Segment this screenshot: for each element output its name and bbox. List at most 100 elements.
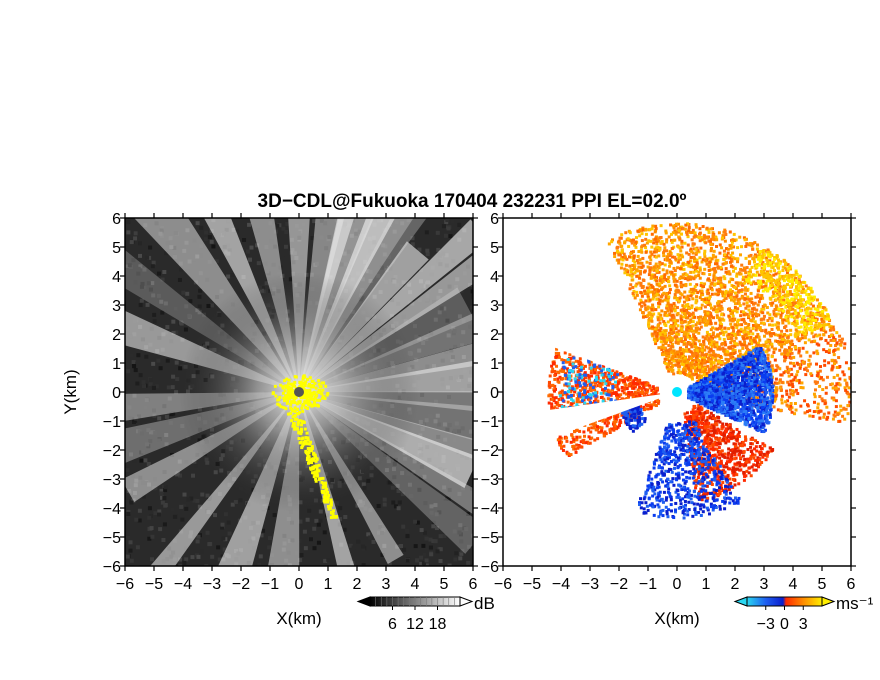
velocity-pixel: [717, 266, 721, 270]
velocity-pixel: [712, 316, 716, 320]
velocity-pixel: [714, 236, 718, 240]
noise-pixel: [314, 261, 319, 266]
velocity-pixel: [792, 364, 796, 368]
velocity-pixel: [844, 407, 848, 411]
velocity-pixel: [740, 268, 744, 272]
velocity-pixel: [681, 276, 685, 280]
velocity-pixel: [697, 354, 701, 358]
velocity-pixel: [755, 270, 759, 274]
velocity-pixel: [756, 289, 760, 293]
velocity-pixel: [815, 362, 819, 366]
noise-pixel: [450, 219, 455, 224]
noise-pixel: [136, 271, 141, 276]
velocity-pixel: [707, 338, 711, 342]
velocity-pixel: [730, 284, 734, 288]
y-tick-label: −6: [103, 559, 121, 576]
velocity-pixel: [719, 283, 723, 287]
velocity-pixel: [733, 266, 737, 270]
velocity-pixel: [680, 239, 684, 243]
velocity-pixel: [726, 251, 730, 255]
velocity-pixel: [631, 238, 635, 242]
velocity-pixel: [813, 400, 817, 404]
velocity-pixel: [644, 250, 648, 254]
noise-pixel: [247, 222, 252, 227]
noise-pixel: [437, 510, 442, 515]
noise-pixel: [184, 506, 189, 511]
velocity-pixel: [624, 231, 628, 235]
noise-pixel: [238, 498, 243, 503]
velocity-pixel: [835, 382, 839, 386]
velocity-pixel: [820, 397, 824, 401]
noise-pixel: [318, 518, 323, 523]
velocity-pixel: [667, 369, 671, 373]
noise-pixel: [466, 560, 471, 565]
velocity-pixel: [782, 342, 786, 346]
highlight-pixel: [293, 425, 297, 429]
velocity-pixel: [690, 312, 694, 316]
noise-pixel: [163, 503, 168, 508]
velocity-pixel: [743, 333, 747, 337]
velocity-pixel: [652, 250, 656, 254]
velocity-pixel: [700, 293, 704, 297]
highlight-pixel: [310, 460, 314, 464]
velocity-pixel: [727, 353, 731, 357]
velocity-pixel: [700, 348, 704, 352]
velocity-pixel: [747, 365, 751, 369]
velocity-pixel: [729, 253, 733, 257]
velocity-pixel: [733, 302, 737, 306]
velocity-pixel: [714, 276, 718, 280]
velocity-pixel: [683, 227, 687, 231]
highlight-pixel: [329, 510, 333, 514]
velocity-pixel: [664, 362, 668, 366]
velocity-pixel: [645, 260, 649, 264]
velocity-pixel: [723, 239, 727, 243]
highlight-pixel: [317, 469, 321, 473]
x-tick-label: 1: [324, 576, 333, 593]
velocity-pixel: [655, 336, 659, 340]
velocity-pixel: [707, 239, 711, 243]
velocity-pixel: [776, 312, 780, 316]
velocity-pixel: [676, 260, 680, 264]
velocity-pixel: [721, 294, 725, 298]
velocity-pixel: [821, 306, 825, 310]
velocity-pixel: [805, 403, 809, 407]
noise-pixel: [361, 544, 366, 549]
velocity-pixel: [734, 287, 738, 291]
noise-pixel: [133, 236, 138, 241]
noise-pixel: [433, 539, 438, 544]
noise-pixel: [159, 491, 164, 496]
highlight-pixel: [314, 459, 318, 463]
velocity-pixel: [831, 325, 835, 329]
y-tick-label: 4: [112, 269, 121, 286]
velocity-pixel: [808, 314, 812, 318]
velocity-pixel: [691, 316, 695, 320]
velocity-pixel: [677, 361, 681, 365]
noise-pixel: [133, 231, 138, 236]
noise-pixel: [157, 512, 162, 517]
highlight-pixel: [320, 381, 324, 385]
velocity-pixel: [791, 303, 795, 307]
velocity-pixel: [693, 349, 697, 353]
noise-pixel: [145, 255, 150, 260]
velocity-pixel: [841, 370, 845, 374]
noise-pixel: [447, 563, 452, 566]
highlight-pixel: [329, 500, 333, 504]
noise-pixel: [214, 259, 219, 264]
noise-pixel: [466, 512, 471, 517]
velocity-pixel: [679, 292, 683, 296]
noise-pixel: [434, 512, 439, 517]
velocity-pixel: [677, 229, 681, 233]
noise-pixel: [125, 554, 130, 559]
velocity-pixel: [669, 232, 673, 236]
velocity-pixel: [758, 326, 762, 330]
velocity-pixel: [725, 247, 729, 251]
highlight-pixel: [276, 402, 280, 406]
velocity-pixel: [750, 342, 754, 346]
velocity-pixel: [733, 348, 737, 352]
velocity-pixel: [684, 330, 688, 334]
velocity-pixel: [736, 331, 740, 335]
velocity-pixel: [729, 341, 733, 345]
intensity-field: [125, 218, 473, 566]
x-tick-label: −5: [145, 576, 163, 593]
noise-pixel: [308, 537, 313, 542]
